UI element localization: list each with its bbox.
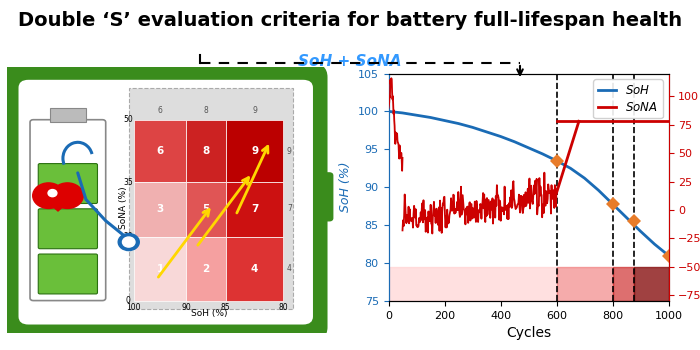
Text: 5: 5	[202, 204, 210, 215]
Text: 8: 8	[202, 146, 210, 156]
Text: 7: 7	[251, 204, 258, 215]
Text: SoH (%): SoH (%)	[191, 309, 228, 318]
Text: 9: 9	[251, 146, 258, 156]
Text: 20: 20	[123, 232, 133, 241]
FancyBboxPatch shape	[38, 163, 97, 203]
Text: 50: 50	[123, 115, 133, 124]
Text: 6: 6	[156, 146, 164, 156]
Text: 35: 35	[123, 178, 133, 187]
Text: 7: 7	[287, 204, 292, 213]
Text: 4: 4	[251, 264, 258, 274]
FancyBboxPatch shape	[38, 209, 97, 249]
Text: Double ‘S’ evaluation criteria for battery full-lifespan health: Double ‘S’ evaluation criteria for batte…	[18, 10, 682, 29]
Text: 3: 3	[156, 204, 164, 215]
Text: 90: 90	[181, 303, 191, 312]
Text: 1: 1	[156, 264, 164, 274]
Text: 9: 9	[287, 147, 292, 156]
FancyBboxPatch shape	[38, 254, 97, 294]
Text: SoNA (%): SoNA (%)	[119, 186, 128, 229]
Text: 6: 6	[158, 106, 162, 115]
Polygon shape	[41, 196, 76, 211]
Circle shape	[52, 183, 83, 209]
Bar	[186, 182, 226, 237]
Bar	[50, 108, 86, 122]
Circle shape	[118, 233, 139, 251]
Circle shape	[33, 183, 64, 209]
Text: 9: 9	[252, 106, 257, 115]
Bar	[134, 120, 186, 182]
Text: 0: 0	[125, 296, 130, 305]
Bar	[129, 88, 293, 309]
Circle shape	[122, 237, 135, 247]
Bar	[226, 237, 284, 301]
Bar	[226, 120, 284, 182]
Bar	[134, 237, 186, 301]
Y-axis label: SoH (%): SoH (%)	[340, 162, 352, 212]
FancyBboxPatch shape	[18, 80, 313, 324]
FancyBboxPatch shape	[304, 173, 332, 221]
Text: 100: 100	[127, 303, 141, 312]
Bar	[226, 182, 284, 237]
Bar	[134, 182, 186, 237]
Text: 4: 4	[287, 264, 292, 273]
Text: 8: 8	[204, 106, 209, 115]
Text: 2: 2	[202, 264, 210, 274]
Bar	[186, 120, 226, 182]
Text: 85: 85	[221, 303, 230, 312]
Text: SoH + SoNA: SoH + SoNA	[298, 54, 402, 69]
X-axis label: Cycles: Cycles	[506, 326, 551, 340]
Text: 80: 80	[279, 303, 288, 312]
Legend: $SoH$, $SoNA$: $SoH$, $SoNA$	[594, 79, 663, 118]
Bar	[186, 237, 226, 301]
FancyBboxPatch shape	[1, 64, 326, 341]
Circle shape	[48, 190, 57, 197]
FancyBboxPatch shape	[30, 120, 106, 301]
